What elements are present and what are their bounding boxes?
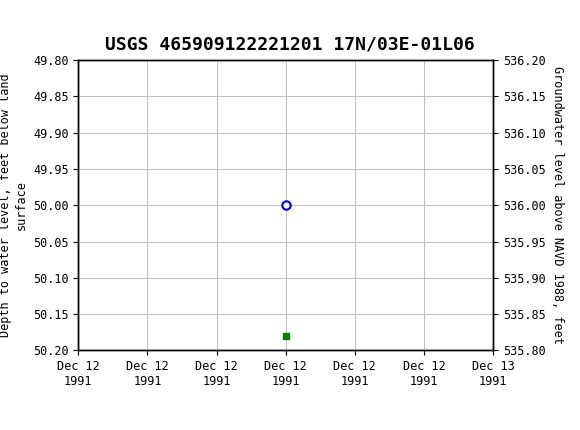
Y-axis label: Depth to water level, feet below land
surface: Depth to water level, feet below land su… xyxy=(0,74,27,337)
Y-axis label: Groundwater level above NAVD 1988, feet: Groundwater level above NAVD 1988, feet xyxy=(551,66,564,344)
Text: USGS: USGS xyxy=(75,12,129,33)
Text: USGS 465909122221201 17N/03E-01L06: USGS 465909122221201 17N/03E-01L06 xyxy=(105,36,475,54)
